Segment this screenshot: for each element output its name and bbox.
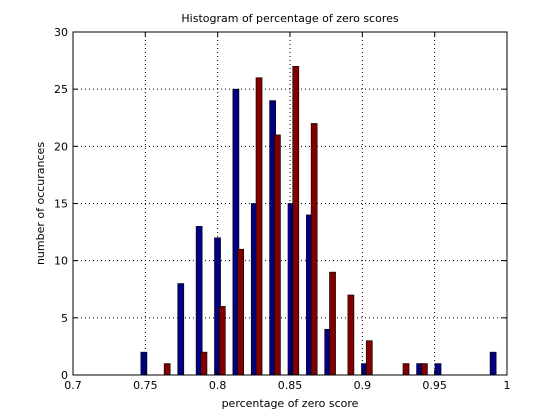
x-tick-label: 1 xyxy=(504,379,511,392)
y-tick-label: 20 xyxy=(54,140,68,153)
bar-series-2 xyxy=(310,123,318,376)
y-tick-label: 30 xyxy=(54,26,68,39)
x-tick-label: 0.75 xyxy=(133,379,158,392)
y-tick-label: 0 xyxy=(61,369,68,382)
bar-series-2 xyxy=(402,363,410,376)
x-tick-label: 0.7 xyxy=(64,379,82,392)
y-tick-label: 25 xyxy=(54,83,68,96)
bar-series-1 xyxy=(489,351,497,376)
x-tick-label: 0.95 xyxy=(422,379,447,392)
bar-series-1 xyxy=(177,283,185,376)
y-axis-label: number of occurances xyxy=(34,142,47,265)
bar-series-2 xyxy=(365,340,373,376)
bars xyxy=(140,66,497,376)
x-axis-label: percentage of zero score xyxy=(222,397,359,410)
x-tick-label: 0.9 xyxy=(354,379,372,392)
bar-series-2 xyxy=(218,306,226,376)
bar-series-2 xyxy=(274,134,281,376)
bar-series-2 xyxy=(237,248,245,376)
bar-series-2 xyxy=(163,363,171,376)
bar-series-1 xyxy=(140,351,148,376)
bar-series-2 xyxy=(347,294,355,376)
tick-marks xyxy=(72,31,508,376)
y-tick-label: 15 xyxy=(54,198,68,211)
bar-series-2 xyxy=(200,351,208,376)
y-tick-label: 5 xyxy=(61,312,68,325)
bar-series-2 xyxy=(255,77,263,376)
bar-series-1 xyxy=(434,363,442,376)
x-tick-label: 0.85 xyxy=(278,379,303,392)
x-tick-label: 0.8 xyxy=(209,379,227,392)
bar-series-2 xyxy=(421,363,428,376)
bar-series-2 xyxy=(329,271,336,376)
chart-title: Histogram of percentage of zero scores xyxy=(181,12,398,25)
y-tick-label: 10 xyxy=(54,255,68,268)
bar-series-2 xyxy=(292,66,300,376)
